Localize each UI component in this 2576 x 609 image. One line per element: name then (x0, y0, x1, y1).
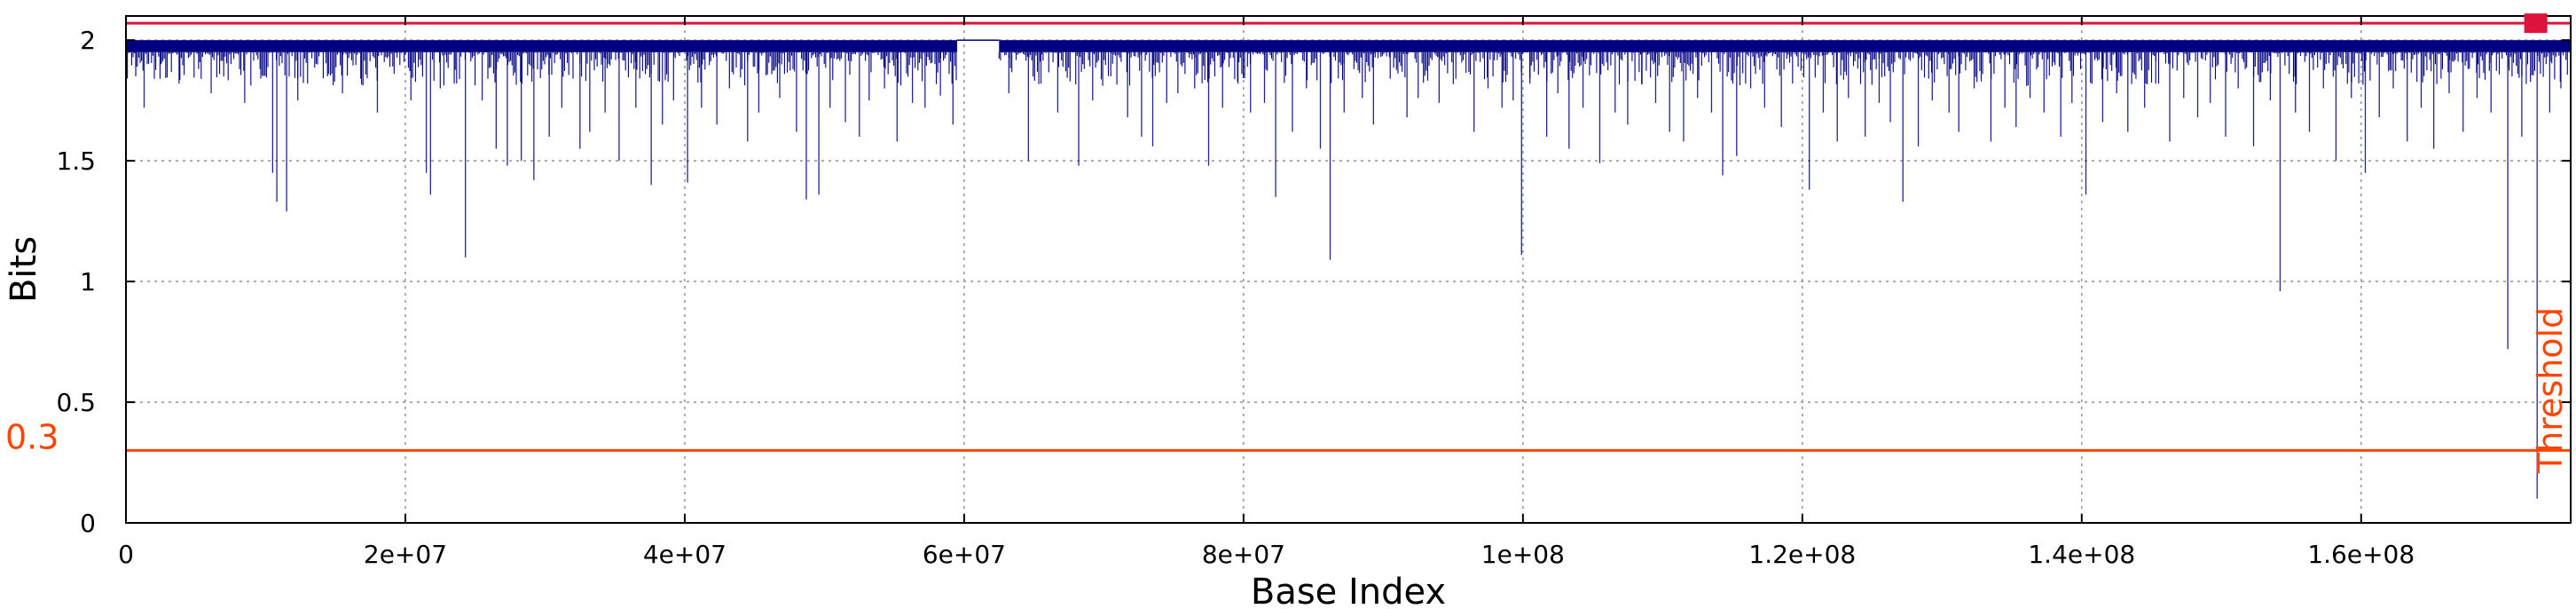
threshold-value-label: 0.3 (5, 417, 59, 456)
y-tick-label: 0 (80, 509, 96, 538)
x-tick-label: 1e+08 (1481, 540, 1565, 569)
x-axis-title: Base Index (1251, 572, 1446, 609)
x-tick-label: 0 (118, 540, 134, 569)
x-tick-label: 2e+07 (364, 540, 447, 569)
series-band (999, 40, 2571, 52)
y-tick-label: 2 (80, 26, 96, 55)
series-noise-spikes (127, 51, 2568, 86)
x-tick-label: 6e+07 (923, 540, 1006, 569)
crimson-square-marker (2524, 13, 2548, 34)
x-tick-label: 8e+07 (1202, 540, 1285, 569)
y-tick-label: 1 (80, 267, 96, 297)
y-axis-title: Bits (4, 236, 44, 303)
x-tick-label: 4e+07 (643, 540, 726, 569)
reference-lines (126, 21, 2571, 452)
y-tick-label: 1.5 (56, 146, 96, 176)
series-layer (126, 39, 2571, 499)
y-axis-ticks: 0 0.5 1 1.5 2 (56, 26, 2571, 538)
x-tick-label: 1.2e+08 (1748, 540, 1856, 569)
x-axis-ticks: 0 2e+07 4e+07 6e+07 8e+07 1e+08 1.2e+08 1.4e+08… (118, 16, 2415, 569)
plot-frame (125, 15, 2572, 524)
x-tick-label: 1.6e+08 (2307, 540, 2415, 569)
y-tick-label: 0.5 (56, 388, 96, 417)
threshold-label: Threshold (2531, 307, 2570, 474)
x-tick-label: 1.4e+08 (2028, 540, 2135, 569)
series-band (126, 40, 958, 52)
